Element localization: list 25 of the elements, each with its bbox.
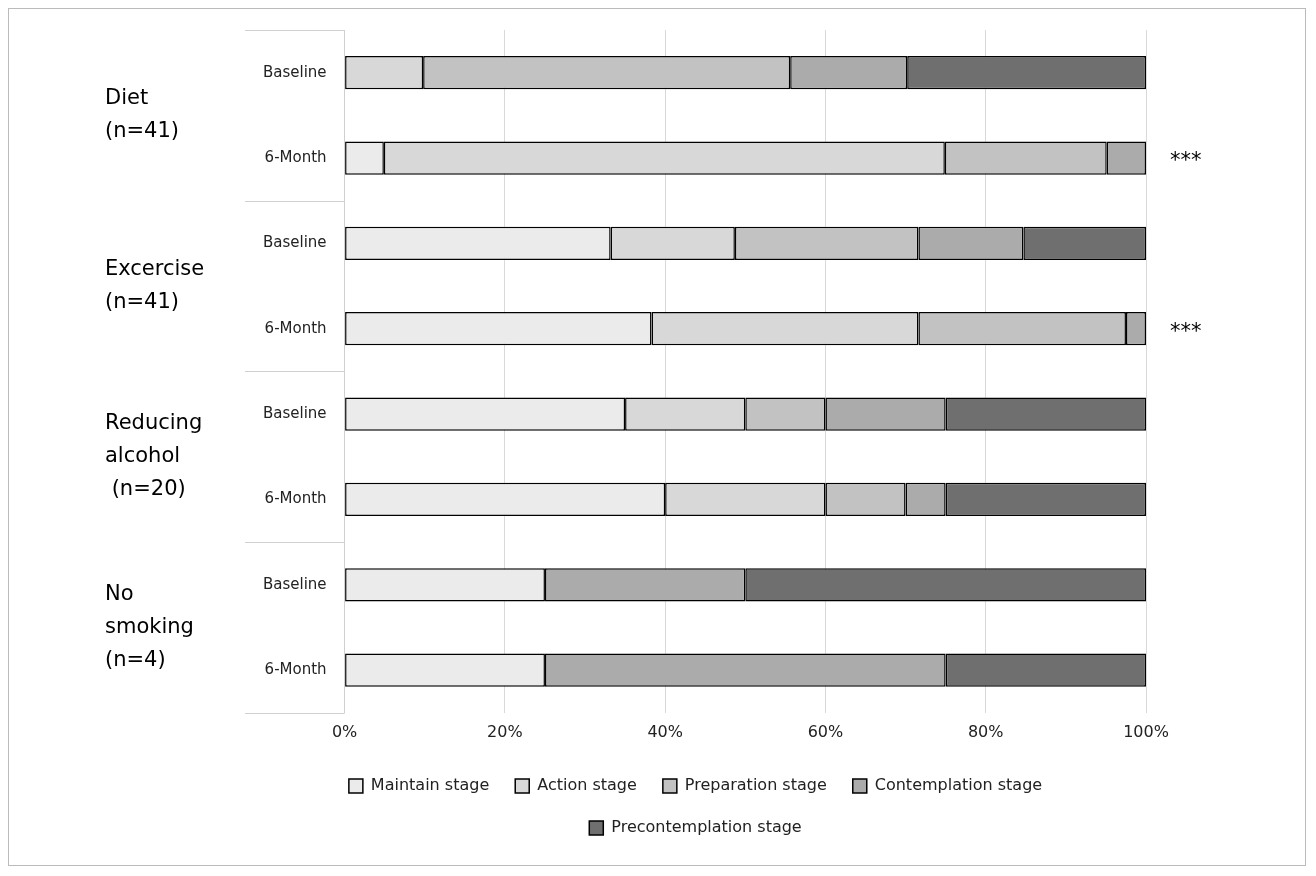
- x-tick-label: 80%: [967, 721, 1004, 741]
- x-tick-label: 100%: [1123, 721, 1169, 741]
- y-tick-label: Baseline: [262, 233, 327, 252]
- y-tick-label: Baseline: [262, 403, 327, 422]
- x-tick-label: 20%: [487, 721, 523, 741]
- legend-label: Maintain stage: [370, 775, 490, 795]
- text: Excercise (n=41): [105, 256, 205, 313]
- y-tick-label: 6-Month: [264, 660, 327, 679]
- y-tick-label: 6-Month: [264, 147, 327, 166]
- text: ***: [1170, 148, 1202, 173]
- legend-label: Contemplation stage: [874, 775, 1043, 795]
- y-tick-label: 6-Month: [264, 318, 327, 337]
- x-tick-label: 40%: [647, 721, 683, 741]
- y-tick-label: Baseline: [262, 574, 327, 593]
- text: ***: [1170, 319, 1202, 344]
- text: No smoking (n=4): [105, 580, 194, 671]
- legend-label: Action stage: [537, 775, 637, 795]
- legend-label: Precontemplation stage: [611, 817, 802, 837]
- text: Diet (n=41): [105, 85, 180, 143]
- legend-label: Preparation stage: [684, 775, 827, 795]
- x-tick-label: 0%: [331, 721, 358, 741]
- y-tick-label: Baseline: [262, 62, 327, 81]
- y-tick-label: 6-Month: [264, 489, 327, 508]
- text: Reducing alcohol (n=20): [105, 410, 203, 501]
- x-tick-label: 60%: [807, 721, 844, 741]
